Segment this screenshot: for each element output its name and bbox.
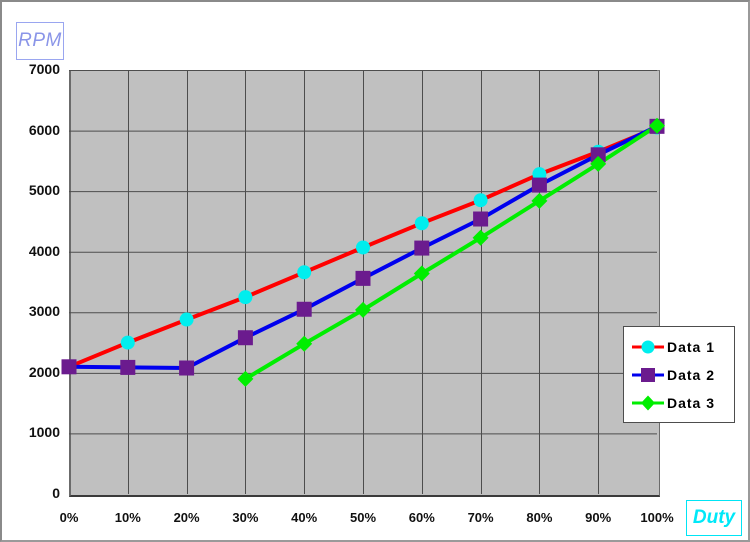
x-tick-label: 10% [114,510,141,525]
legend-item-label: Data 3 [667,395,716,411]
y-tick-label: 5000 [28,182,60,199]
legend-marker-icon [632,395,664,411]
y-tick-label: 4000 [28,242,60,259]
x-tick-label: 60% [408,510,435,525]
plot-area [69,70,660,497]
y-tick-label: 3000 [28,303,60,320]
chart-legend: Data 1 Data 2 Data 3 [623,326,735,423]
x-tick-label: 40% [291,510,318,525]
x-tick-label: 20% [173,510,200,525]
y-tick-label: 7000 [28,61,60,77]
x-tick-label: 50% [349,510,377,525]
legend-diamond-icon [641,395,655,411]
x-tick-label: 70% [467,510,494,525]
legend-item-2[interactable]: Data 2 [630,361,730,389]
x-tick-label: 80% [526,510,553,525]
legend-item-3[interactable]: Data 3 [630,389,730,417]
y-tick-label: 0 [52,485,60,501]
x-axis-title: Duty [686,500,742,536]
legend-swatch [630,394,666,412]
x-tick-label: 0% [59,510,79,525]
y-tick-label: 2000 [28,363,60,380]
legend-marker-icon [632,368,664,382]
x-tick-label: 30% [232,510,259,525]
legend-swatch [630,338,666,356]
legend-item-1[interactable]: Data 1 [630,333,730,361]
legend-item-label: Data 1 [667,339,716,355]
x-tick-label: 90% [585,510,612,525]
x-tick-label: 100% [640,510,674,525]
legend-square-icon [641,368,655,382]
y-axis-title: RPM [16,22,64,60]
legend-swatch [630,366,666,384]
legend-item-label: Data 2 [667,367,716,383]
y-tick-label: 6000 [28,121,60,138]
legend-marker-icon [632,340,664,354]
y-tick-label: 1000 [28,424,60,441]
legend-circle-icon [641,340,655,354]
